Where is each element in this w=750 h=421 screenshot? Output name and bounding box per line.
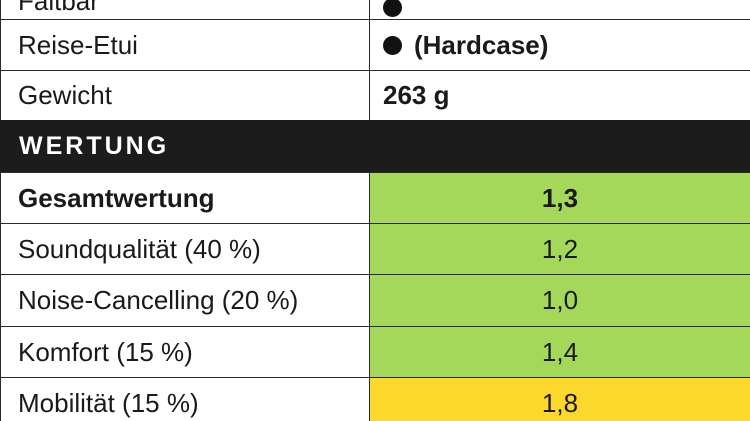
spec-label: Faltbar <box>0 0 370 19</box>
rating-label: Soundqualität (40 %) <box>0 224 370 274</box>
rating-value-text: 1,0 <box>541 285 579 315</box>
rating-label-text: Mobilität (15 %) <box>18 388 199 418</box>
section-header-wertung: WERTUNG <box>0 120 750 172</box>
spec-value-text: 263 g <box>383 80 450 110</box>
spec-label: Reise-Etui <box>0 20 370 70</box>
rating-value: 1,2 <box>370 224 750 274</box>
rating-label: Mobilität (15 %) <box>0 378 370 421</box>
rating-label-text: Noise-Cancelling (20 %) <box>18 285 299 315</box>
spec-row-faltbar: Faltbar <box>0 0 750 19</box>
section-title: WERTUNG <box>19 132 170 160</box>
spec-row-reise-etui: Reise-Etui (Hardcase) <box>0 19 750 70</box>
rating-label: Komfort (15 %) <box>0 327 370 377</box>
rating-label: Gesamtwertung <box>0 173 370 223</box>
rating-value: 1,3 <box>370 173 750 223</box>
spec-value <box>370 0 750 19</box>
rating-row-komfort: Komfort (15 %) 1,4 <box>0 326 750 377</box>
spec-label-text: Gewicht <box>18 80 112 110</box>
spec-label-text: Faltbar <box>18 0 99 16</box>
rating-label-text: Soundqualität (40 %) <box>18 233 261 264</box>
rating-value-text: 1,3 <box>541 182 579 213</box>
rating-row-noise-cancelling: Noise-Cancelling (20 %) 1,0 <box>0 274 750 326</box>
spec-value-text: (Hardcase) <box>414 29 549 60</box>
rating-value: 1,8 <box>370 378 750 421</box>
filled-circle-icon <box>383 0 402 17</box>
spec-value: 263 g <box>370 71 750 120</box>
spec-row-gewicht: Gewicht 263 g <box>0 70 750 120</box>
rating-row-gesamtwertung: Gesamtwertung 1,3 <box>0 172 750 223</box>
spec-label: Gewicht <box>0 71 370 120</box>
rating-row-soundqualitaet: Soundqualität (40 %) 1,2 <box>0 223 750 274</box>
rating-value-text: 1,8 <box>541 388 579 418</box>
rating-label-text: Komfort (15 %) <box>18 336 193 367</box>
spec-value: (Hardcase) <box>370 20 750 70</box>
rating-value-text: 1,2 <box>541 233 579 264</box>
rating-label: Noise-Cancelling (20 %) <box>0 275 370 326</box>
rating-value: 1,0 <box>370 275 750 326</box>
rating-value-text: 1,4 <box>541 336 579 367</box>
rating-row-mobilitaet: Mobilität (15 %) 1,8 <box>0 377 750 421</box>
filled-circle-icon <box>383 35 402 55</box>
spec-label-text: Reise-Etui <box>18 29 138 60</box>
rating-value: 1,4 <box>370 327 750 377</box>
rating-label-text: Gesamtwertung <box>18 182 215 213</box>
